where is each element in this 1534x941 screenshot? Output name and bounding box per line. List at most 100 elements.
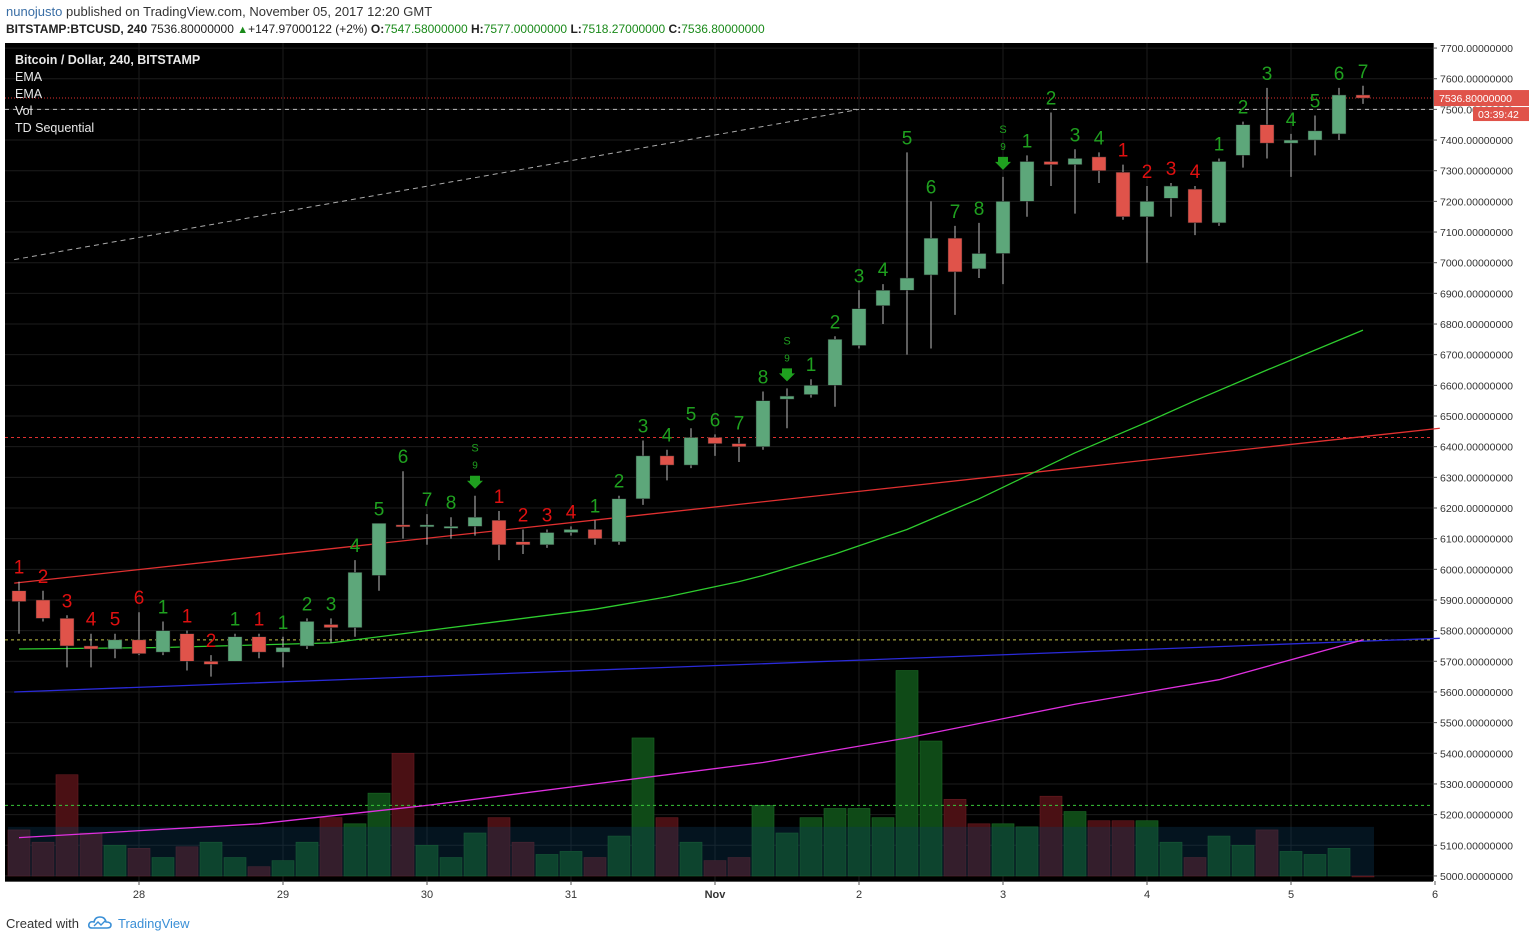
author-link[interactable]: nunojusto	[6, 4, 63, 19]
price-tick-label: 7600.00000000	[1440, 74, 1513, 86]
td-count-label: 7	[422, 490, 433, 511]
volume-bar	[31, 841, 55, 877]
chart-area[interactable]: 7700.000000007600.000000007500.000000007…	[5, 43, 1529, 905]
candle-body	[1019, 161, 1035, 202]
td-count-label: 1	[14, 558, 25, 579]
candle-body	[179, 633, 195, 662]
low-label: L:	[570, 22, 582, 36]
volume-ma-area	[8, 826, 1374, 876]
volume-bar	[703, 860, 727, 877]
volume-bar	[727, 857, 751, 877]
last-price-tag	[1434, 90, 1529, 107]
candle-body	[755, 400, 771, 447]
td-count-label: 2	[38, 567, 49, 588]
candle-body	[539, 532, 555, 546]
tradingview-cloud-icon[interactable]	[88, 914, 112, 930]
td-count-label: 4	[1190, 162, 1201, 183]
legend-item: Vol	[15, 104, 32, 118]
sell-arrow-icon	[467, 475, 483, 489]
candle-body	[947, 237, 963, 273]
td-count-label: 3	[854, 266, 865, 287]
volume-bar	[1327, 848, 1351, 877]
volume-bar	[871, 817, 895, 877]
volume-bar	[1087, 820, 1111, 877]
sell-arrow-icon	[779, 368, 795, 382]
price-tick-label: 7300.00000000	[1440, 166, 1513, 178]
time-tick-label: Nov	[705, 889, 727, 901]
symbol-line: BITSTAMP:BTCUSD, 240 7536.80000000 ▲+147…	[6, 22, 765, 36]
sell-arrow-icon	[995, 156, 1011, 170]
td-count-label: 7	[950, 202, 961, 223]
volume-bar	[607, 835, 631, 877]
volume-bar	[391, 752, 415, 877]
volume-bar	[1303, 854, 1327, 877]
price-tick-label: 5500.00000000	[1440, 718, 1513, 730]
created-with-text: Created with	[6, 916, 79, 931]
volume-bar	[199, 841, 223, 877]
td-count-label: 8	[758, 367, 769, 388]
td-count-label: 1	[230, 610, 241, 631]
volume-bar	[1039, 795, 1063, 877]
td-count-label: 1	[182, 607, 193, 628]
candle-body	[371, 523, 387, 576]
volume-bar	[1063, 811, 1087, 877]
td-count-label: 2	[830, 312, 841, 333]
trend-line	[14, 108, 860, 261]
candle-body	[467, 516, 483, 527]
volume-bar	[1351, 875, 1375, 878]
td-count-label: 1	[278, 613, 289, 634]
close-label: C:	[668, 22, 682, 36]
candle-body	[995, 201, 1011, 254]
time-tick-label: 5	[1288, 889, 1294, 901]
time-axis-background	[5, 881, 1529, 905]
price-change: +147.97000122 (+2%)	[248, 22, 368, 36]
footer: Created with TradingView	[0, 905, 1534, 941]
volume-bar	[631, 737, 655, 877]
candle-body	[443, 526, 459, 529]
price-tick-label: 7000.00000000	[1440, 258, 1513, 270]
volume-bar	[1207, 835, 1231, 877]
candle-body	[11, 590, 27, 602]
volume-bar	[895, 670, 919, 877]
td-count-label: 6	[926, 177, 937, 198]
candle-body	[1067, 158, 1083, 165]
time-tick-label: 3	[1000, 889, 1006, 901]
publish-line: nunojusto published on TradingView.com, …	[6, 4, 432, 19]
candle-body	[779, 395, 795, 400]
open-value: 7547.58000000	[384, 22, 468, 36]
tradingview-link[interactable]: TradingView	[118, 916, 190, 931]
volume-bar	[655, 817, 679, 877]
volume-bar	[1279, 851, 1303, 877]
open-label: O:	[370, 22, 385, 36]
candle-body	[707, 437, 723, 444]
candle-body	[971, 253, 987, 270]
td-count-label: 4	[662, 426, 673, 447]
last-price: 7536.80000000	[150, 22, 234, 36]
publish-info: published on TradingView.com, November 0…	[66, 4, 433, 19]
time-tick-label: 2	[856, 889, 862, 901]
candle-body	[899, 277, 915, 291]
price-chart[interactable]: 7700.000000007600.000000007500.000000007…	[5, 43, 1529, 905]
candle-body	[683, 437, 699, 466]
candle-body	[35, 599, 51, 619]
candle-body	[107, 639, 123, 650]
plot-background	[5, 43, 1433, 881]
candle-body	[395, 524, 411, 528]
td-count-label: 2	[614, 472, 625, 493]
time-tick-label: 31	[565, 889, 577, 901]
candle-body	[1163, 185, 1179, 199]
price-tick-label: 6100.00000000	[1440, 534, 1513, 546]
td-count-label: 6	[398, 447, 409, 468]
candle-body	[1187, 188, 1203, 224]
volume-bar	[343, 823, 367, 877]
volume-bar	[679, 841, 703, 877]
volume-bar	[583, 857, 607, 877]
candle-body	[419, 524, 435, 528]
candle-body	[275, 647, 291, 653]
price-tick-label: 5800.00000000	[1440, 626, 1513, 638]
volume-bar	[1231, 844, 1255, 877]
candle-body	[1115, 171, 1131, 217]
countdown-tag-text: 03:39:42	[1478, 109, 1519, 121]
volume-bar	[535, 854, 559, 877]
candle-body	[491, 520, 507, 546]
